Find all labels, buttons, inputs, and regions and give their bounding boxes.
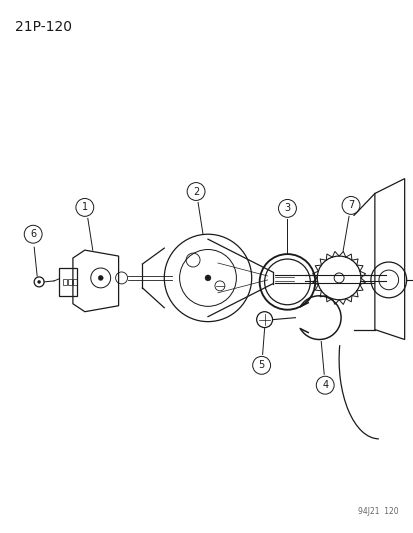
Text: 6: 6 bbox=[30, 229, 36, 239]
Text: 21P-120: 21P-120 bbox=[15, 20, 72, 34]
Circle shape bbox=[98, 276, 103, 280]
Text: 3: 3 bbox=[284, 204, 290, 213]
Text: 7: 7 bbox=[347, 200, 353, 211]
Text: 5: 5 bbox=[258, 360, 264, 370]
Text: 4: 4 bbox=[321, 380, 328, 390]
Circle shape bbox=[204, 275, 211, 281]
Circle shape bbox=[38, 280, 40, 284]
Text: 94J21  120: 94J21 120 bbox=[357, 507, 398, 516]
Text: 1: 1 bbox=[81, 203, 88, 212]
Text: 2: 2 bbox=[192, 187, 199, 197]
